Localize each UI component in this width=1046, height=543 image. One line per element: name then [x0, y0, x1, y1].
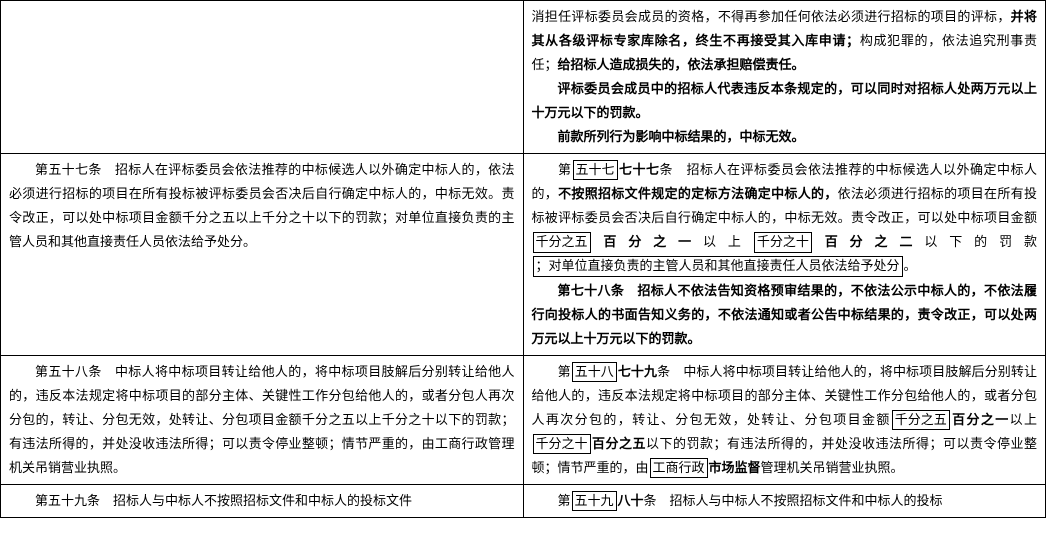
text-bold: 不按照招标文件规定的定标方法确定中标人的，	[558, 186, 838, 201]
text: 以上	[703, 234, 753, 249]
boxed-text: 五十九	[572, 491, 617, 511]
boxed-text: 工商行政	[650, 458, 708, 478]
paragraph-bold: 前款所列行为影响中标结果的，中标无效。	[532, 125, 1038, 149]
text: 消担任评标委员会成员的资格，不得再参加任何依法必须进行招标的项目的评标，	[532, 9, 1011, 24]
text: 第	[558, 364, 571, 379]
text: 以下的罚款	[924, 234, 1037, 249]
paragraph: 第五十七条 招标人在评标委员会依法推荐的中标候选人以外确定中标人的，依法必须进行…	[9, 158, 515, 254]
text-bold: 给招标人造成损失的，依法承担赔偿责任。	[558, 57, 805, 72]
left-cell-1	[1, 1, 524, 154]
text: 第	[558, 493, 571, 508]
paragraph: 第五十八条 中标人将中标项目转让给他人的，将中标项目肢解后分别转让给他人的，违反…	[9, 360, 515, 480]
left-cell-2: 第五十七条 招标人在评标委员会依法推荐的中标候选人以外确定中标人的，依法必须进行…	[1, 154, 524, 355]
text-bold: 七十九	[618, 364, 657, 379]
boxed-text: 千分之五	[892, 410, 950, 430]
comparison-table: 消担任评标委员会成员的资格，不得再参加任何依法必须进行招标的项目的评标，并将其从…	[0, 0, 1046, 518]
text-bold: 八十	[618, 493, 644, 508]
boxed-text: 千分之十	[533, 434, 591, 454]
table-row: 第五十八条 中标人将中标项目转让给他人的，将中标项目肢解后分别转让给他人的，违反…	[1, 355, 1046, 484]
text-bold: 市场监督	[709, 460, 761, 475]
text-bold: 百分之一	[592, 234, 704, 249]
text: 管理机关吊销营业执照。	[761, 460, 904, 475]
left-cell-4: 第五十九条 招标人与中标人不按照招标文件和中标人的投标文件	[1, 484, 524, 517]
text-bold: 百分之一	[951, 412, 1010, 427]
boxed-text: 五十七	[573, 160, 618, 180]
text: 条 招标人与中标人不按照招标文件和中标人的投标	[644, 493, 943, 508]
boxed-text: 千分之五	[533, 232, 591, 252]
boxed-text: 千分之十	[754, 232, 812, 252]
left-cell-3: 第五十八条 中标人将中标项目转让给他人的，将中标项目肢解后分别转让给他人的，违反…	[1, 355, 524, 484]
right-cell-1: 消担任评标委员会成员的资格，不得再参加任何依法必须进行招标的项目的评标，并将其从…	[523, 1, 1046, 154]
text: 。	[904, 258, 917, 273]
paragraph-bold: 第七十八条 招标人不依法告知资格预审结果的，不依法公示中标人的，不依法履行向投标…	[532, 279, 1038, 351]
table-row: 第五十七条 招标人在评标委员会依法推荐的中标候选人以外确定中标人的，依法必须进行…	[1, 154, 1046, 355]
table-row: 第五十九条 招标人与中标人不按照招标文件和中标人的投标文件 第五十九八十条 招标…	[1, 484, 1046, 517]
right-cell-3: 第五十八七十九条 中标人将中标项目转让给他人的，将中标项目肢解后分别转让给他人的…	[523, 355, 1046, 484]
table-row: 消担任评标委员会成员的资格，不得再参加任何依法必须进行招标的项目的评标，并将其从…	[1, 1, 1046, 154]
boxed-text: 五十八	[572, 362, 617, 382]
text-bold: 百分之二	[813, 234, 925, 249]
text: 以上	[1010, 412, 1037, 427]
text-bold: 七十七	[619, 162, 660, 177]
text: 第	[558, 162, 572, 177]
text-bold: 百分之五	[592, 436, 647, 451]
right-cell-2: 第五十七七十七条 招标人在评标委员会依法推荐的中标候选人以外确定中标人的，不按照…	[523, 154, 1046, 355]
boxed-text: ；对单位直接负责的主管人员和其他直接责任人员依法给予处分	[533, 256, 903, 276]
paragraph-bold: 评标委员会成员中的招标人代表违反本条规定的，可以同时对招标人处两万元以上十万元以…	[532, 77, 1038, 125]
paragraph: 第五十九条 招标人与中标人不按照招标文件和中标人的投标文件	[9, 489, 515, 513]
right-cell-4: 第五十九八十条 招标人与中标人不按照招标文件和中标人的投标	[523, 484, 1046, 517]
